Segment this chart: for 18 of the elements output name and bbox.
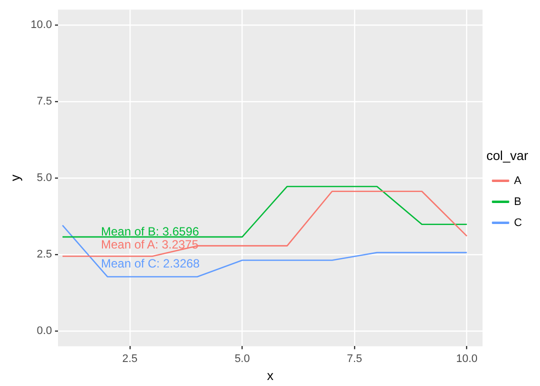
- annotation: Mean of C: 2.3268: [101, 256, 200, 270]
- x-tick-label: 7.5: [346, 352, 362, 365]
- legend-label: A: [514, 174, 522, 187]
- y-tick-label: 7.5: [36, 95, 52, 108]
- x-axis-title: x: [267, 368, 274, 383]
- annotation: Mean of B: 3.6596: [101, 224, 200, 238]
- x-tick-label: 5.0: [234, 352, 250, 365]
- legend-title: col_var: [486, 148, 529, 163]
- annotation: Mean of A: 3.2375: [101, 237, 199, 252]
- x-tick-label: 2.5: [122, 352, 138, 365]
- y-axis-title: y: [7, 174, 22, 182]
- legend-label: C: [514, 216, 522, 229]
- y-tick-label: 0.0: [36, 324, 52, 337]
- y-tick-label: 2.5: [36, 248, 52, 260]
- y-tick-label: 10.0: [30, 18, 52, 31]
- legend-label: B: [514, 196, 522, 208]
- x-tick-label: 10.0: [456, 352, 478, 365]
- y-tick-label: 5.0: [36, 172, 52, 184]
